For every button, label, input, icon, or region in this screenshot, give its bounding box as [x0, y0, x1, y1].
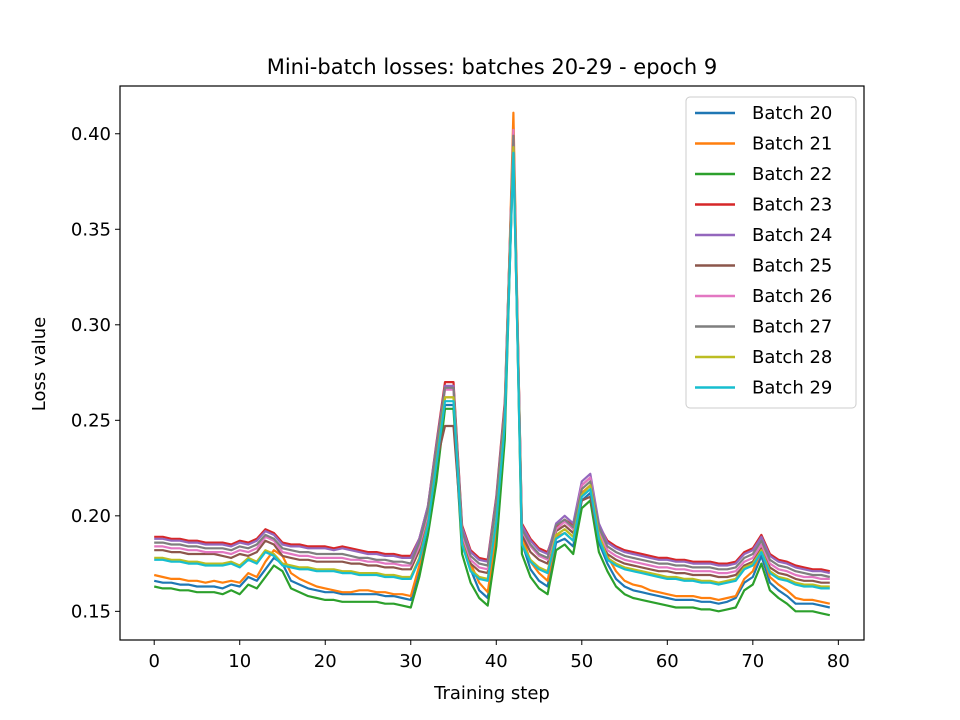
- legend-label: Batch 27: [752, 317, 832, 338]
- y-tick-label: 0.40: [71, 124, 111, 145]
- x-axis-label: Training step: [433, 683, 550, 704]
- x-tick-label: 0: [148, 651, 159, 672]
- legend-label: Batch 26: [752, 286, 832, 307]
- plot-frame: [119, 85, 865, 641]
- series-line: [154, 151, 830, 590]
- x-tick-label: 80: [827, 651, 850, 672]
- x-tick-label: 60: [656, 651, 679, 672]
- legend-label: Batch 28: [752, 347, 832, 368]
- x-tick-label: 50: [570, 651, 593, 672]
- x-tick-label: 20: [314, 651, 337, 672]
- plot-area: [119, 85, 865, 641]
- series-line: [153, 111, 831, 605]
- y-tick-label: 0.30: [71, 315, 111, 336]
- legend-label: Batch 25: [752, 256, 832, 277]
- y-tick-label: 0.15: [71, 601, 111, 622]
- legend-label: Batch 20: [752, 103, 832, 124]
- x-tick-label: 30: [399, 651, 422, 672]
- y-axis-ticks: 0.15 0.20 0.25 0.30 0.35 0.40: [71, 124, 120, 622]
- y-axis-label: Loss value: [29, 317, 50, 411]
- series-lines: [153, 111, 831, 617]
- x-tick-label: 10: [228, 651, 251, 672]
- legend-label: Batch 21: [752, 134, 832, 155]
- legend: Batch 20 Batch 21 Batch 22 Batch 23 Batch 24…: [685, 96, 857, 409]
- chart-title: Mini-batch losses: batches 20-29 - epoch…: [267, 55, 718, 79]
- series-line: [153, 140, 831, 617]
- y-tick-label: 0.25: [71, 410, 111, 431]
- legend-label: Batch 23: [752, 195, 832, 216]
- x-tick-label: 70: [741, 651, 764, 672]
- x-axis-ticks: 0 10 20 30 40 50 60 70 80: [148, 640, 850, 672]
- y-tick-label: 0.35: [71, 219, 111, 240]
- legend-label: Batch 22: [752, 164, 832, 185]
- series-line: [154, 134, 831, 579]
- legend-label: Batch 29: [752, 378, 832, 399]
- y-tick-label: 0.20: [71, 506, 111, 527]
- legend-label: Batch 24: [752, 225, 832, 246]
- x-tick-label: 40: [485, 651, 508, 672]
